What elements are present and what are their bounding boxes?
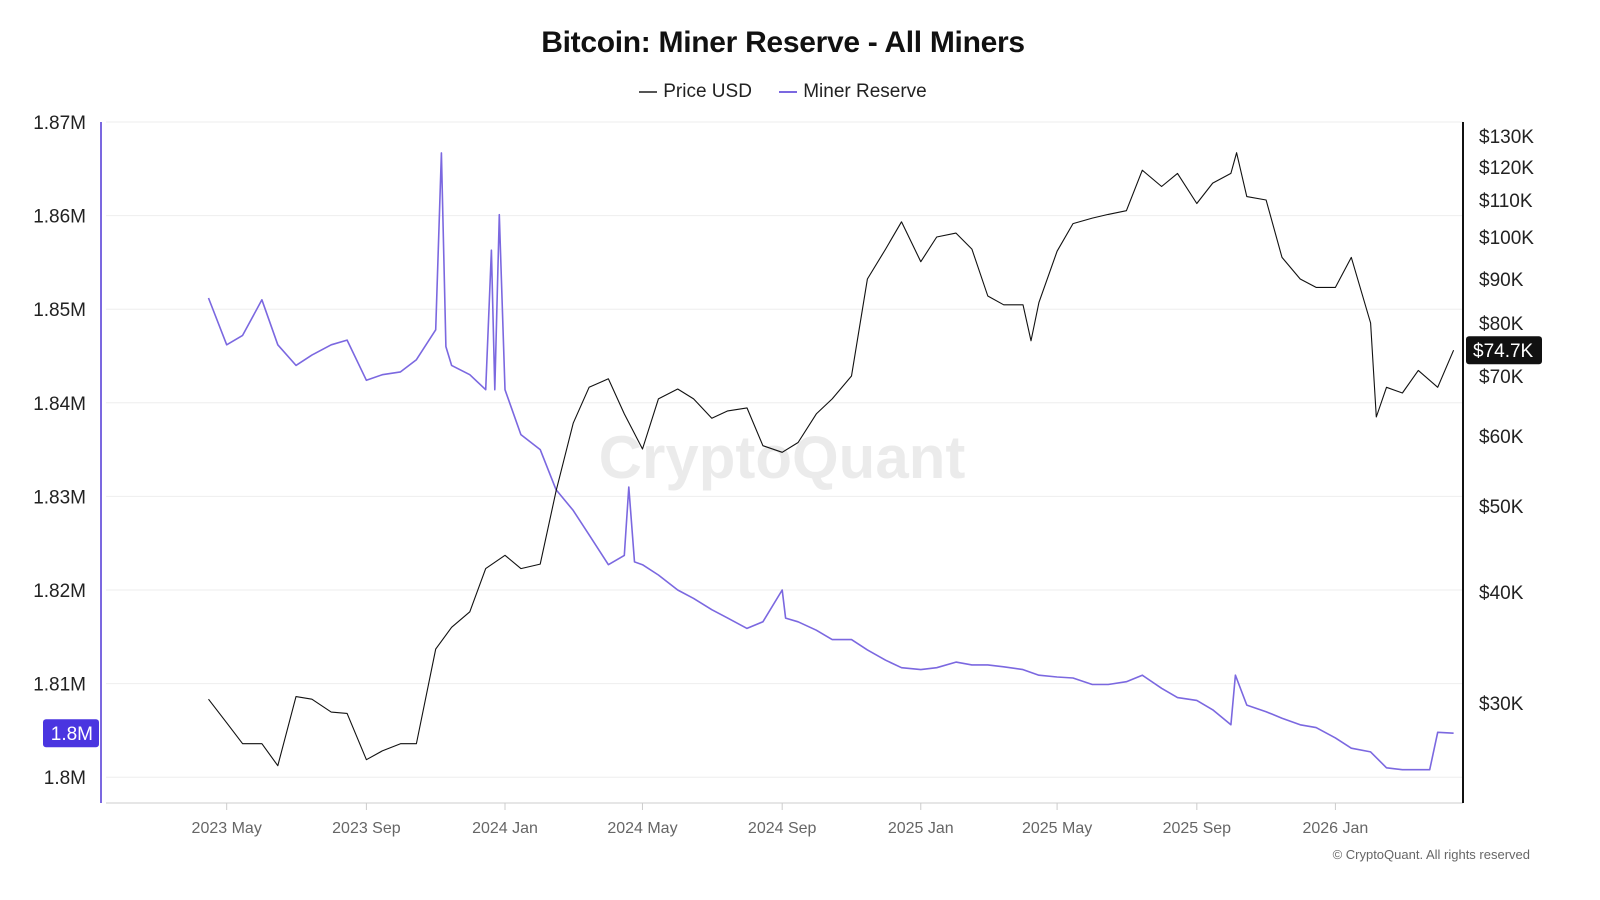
right-tick-label: $100K	[1479, 228, 1534, 249]
x-tick-label: 2023 Sep	[332, 820, 401, 837]
x-tick-label: 2025 May	[1022, 820, 1092, 837]
reserve-current-badge	[43, 719, 99, 748]
x-tick-label: 2024 Sep	[748, 820, 817, 837]
left-tick-label: 1.81M	[33, 675, 86, 696]
left-tick-label: 1.8M	[44, 768, 86, 789]
price-usd-line	[208, 152, 1455, 767]
legend-item-reserve[interactable]: Miner Reserve	[779, 81, 927, 103]
right-tick-label: $30K	[1479, 694, 1524, 715]
legend: Price USD Miner Reserve	[0, 77, 1566, 103]
left-tick-label: 1.84M	[33, 394, 86, 415]
left-tick-label: 1.86M	[33, 207, 86, 228]
right-tick-label: $120K	[1479, 158, 1534, 179]
right-tick-label: $50K	[1479, 497, 1524, 518]
right-tick-label: $110K	[1479, 191, 1533, 212]
left-tick-label: 1.85M	[33, 300, 86, 321]
x-tick-label: 2024 May	[607, 820, 677, 837]
legend-label-price: Price USD	[663, 81, 752, 102]
right-tick-label: $70K	[1479, 367, 1524, 388]
right-tick-label: $130K	[1479, 127, 1534, 148]
legend-swatch-price	[639, 91, 658, 93]
x-tick-label: 2025 Jan	[888, 820, 954, 837]
legend-item-price[interactable]: Price USD	[639, 81, 752, 103]
watermark: CryptoQuant	[599, 424, 966, 491]
right-tick-label: $90K	[1479, 270, 1524, 291]
right-tick-label: $80K	[1479, 314, 1524, 335]
left-tick-label: 1.83M	[33, 487, 86, 508]
x-tick-label: 2023 May	[192, 820, 262, 837]
left-tick-label: 1.82M	[33, 581, 86, 602]
x-tick-label: 2026 Jan	[1302, 820, 1368, 837]
price-current-label: $74.7K	[1473, 341, 1534, 362]
right-tick-label: $40K	[1479, 583, 1524, 604]
reserve-current-label: 1.8M	[51, 724, 93, 745]
miner-reserve-line	[207, 152, 1454, 771]
legend-label-reserve: Miner Reserve	[803, 81, 927, 102]
price-current-badge	[1466, 336, 1542, 365]
chart-title: Bitcoin: Miner Reserve - All Miners	[541, 26, 1025, 59]
copyright: © CryptoQuant. All rights reserved	[1332, 847, 1530, 862]
x-tick-label: 2024 Jan	[472, 820, 538, 837]
x-tick-label: 2025 Sep	[1163, 820, 1232, 837]
legend-swatch-reserve	[779, 91, 798, 93]
left-tick-label: 1.87M	[33, 113, 86, 134]
right-tick-label: $60K	[1479, 427, 1524, 448]
